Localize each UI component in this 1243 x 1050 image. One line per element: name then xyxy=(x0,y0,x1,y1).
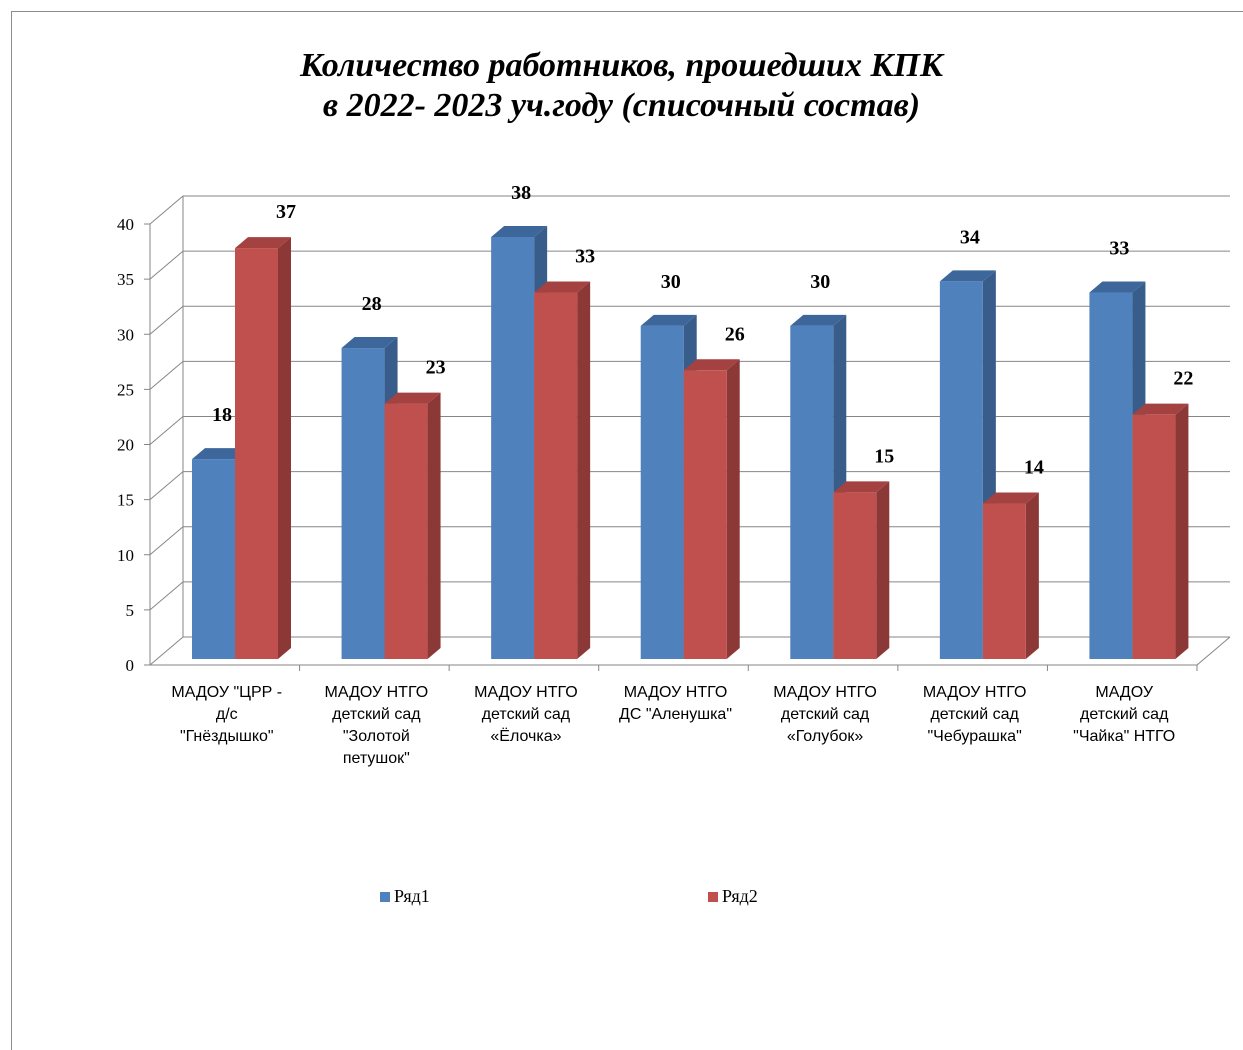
data-label-series-2: 26 xyxy=(725,323,745,345)
bar-top-1 xyxy=(1089,281,1146,293)
data-label-series-2: 14 xyxy=(1024,457,1044,479)
x-tick-label: ДС "Аленушка" xyxy=(619,706,732,723)
bar-top-2 xyxy=(534,281,591,293)
x-tick-label: «Голубок» xyxy=(787,728,864,745)
x-tick-label: МАДОУ НТГО xyxy=(773,684,877,701)
y-tick-label: 40 xyxy=(117,215,134,234)
bar-top-1 xyxy=(640,314,697,326)
x-tick-label: д/с xyxy=(216,706,238,723)
legend-label-series-2: Ряд2 xyxy=(722,886,758,906)
bar-series-1 xyxy=(341,348,385,659)
bar-series-1 xyxy=(1089,292,1133,659)
y-tick-label: 15 xyxy=(117,491,134,510)
data-label-series-2: 22 xyxy=(1173,368,1193,390)
x-tick-label: детский сад xyxy=(781,706,870,723)
gridline-side xyxy=(149,581,184,611)
gridline-side xyxy=(149,471,184,501)
y-tick-label: 0 xyxy=(126,656,135,675)
bar-top-2 xyxy=(1132,403,1189,415)
legend-swatch-series-2 xyxy=(708,891,718,902)
y-tick-label: 35 xyxy=(117,270,134,289)
bar-side-2 xyxy=(876,481,890,659)
bar-series-2 xyxy=(982,503,1026,659)
x-tick-label: "Гнёздышко" xyxy=(180,728,274,745)
bar-top-2 xyxy=(833,481,890,493)
x-tick-label: "Золотой xyxy=(343,728,410,745)
x-tick-label: детский сад xyxy=(930,706,1019,723)
legend-item-series-1: Ряд1 xyxy=(380,886,430,907)
data-label-series-1: 33 xyxy=(1109,238,1129,260)
gridline-side xyxy=(149,250,184,280)
bar-series-1 xyxy=(192,459,235,659)
data-label-series-1: 38 xyxy=(511,182,531,204)
bar-series-1 xyxy=(491,237,535,659)
bar-top-1 xyxy=(939,270,996,282)
y-tick-label: 25 xyxy=(117,380,134,399)
gridline-side xyxy=(149,305,184,335)
bar-side-2 xyxy=(427,392,441,659)
data-label-series-1: 30 xyxy=(661,271,681,293)
bar-series-2 xyxy=(384,403,428,659)
x-tick-label: детский сад xyxy=(482,706,571,723)
data-label-series-1: 18 xyxy=(212,404,232,426)
bar-series-2 xyxy=(683,370,727,659)
x-tick-label: МАДОУ НТГО xyxy=(325,684,429,701)
bar-top-2 xyxy=(235,237,291,249)
x-tick-label: "Чебурашка" xyxy=(928,728,1022,745)
data-label-series-2: 37 xyxy=(276,201,296,223)
bar-top-1 xyxy=(192,448,248,460)
x-tick-label: МАДОУ НТГО xyxy=(624,684,728,701)
legend-swatch-series-1 xyxy=(380,891,390,902)
bar-side-2 xyxy=(1175,403,1189,659)
y-tick-label: 20 xyxy=(117,436,134,455)
y-tick-label: 5 xyxy=(126,601,135,620)
y-tick-label: 30 xyxy=(117,325,134,344)
x-tick-label: МАДОУ НТГО xyxy=(474,684,578,701)
bar-side-2 xyxy=(577,281,591,659)
x-tick-label: петушок" xyxy=(343,750,410,767)
bar-top-2 xyxy=(384,392,441,404)
data-label-series-2: 23 xyxy=(426,357,446,379)
x-tick-label: МАДОУ xyxy=(1095,684,1153,701)
x-tick-label: "Чайка" НТГО xyxy=(1073,728,1175,745)
bar-series-2 xyxy=(534,292,578,659)
bar-side-2 xyxy=(278,237,291,659)
floor-edge xyxy=(1196,636,1231,666)
bar-top-1 xyxy=(491,226,548,237)
bar-series-1 xyxy=(790,325,834,659)
gridline-side xyxy=(149,360,184,390)
chart-title-line-2: в 2022- 2023 уч.году (списочный состав) xyxy=(322,87,921,124)
bar-series-1 xyxy=(640,325,684,659)
x-tick-label: МАДОУ "ЦРР - xyxy=(171,684,282,701)
bar-top-1 xyxy=(790,314,847,326)
data-label-series-2: 15 xyxy=(874,445,894,467)
x-tick-label: детский сад xyxy=(332,706,421,723)
bar-side-2 xyxy=(1025,492,1039,659)
legend-item-series-2: Ряд2 xyxy=(708,886,758,907)
data-label-series-2: 33 xyxy=(575,246,595,268)
bar-top-2 xyxy=(683,359,740,371)
bar-top-2 xyxy=(982,492,1039,504)
gridline-side xyxy=(149,416,184,445)
legend-label-series-1: Ряд1 xyxy=(394,886,430,906)
x-tick-label: детский сад xyxy=(1080,706,1169,723)
bar-top-1 xyxy=(341,337,398,349)
bar-series-2 xyxy=(1132,414,1176,659)
gridline-side xyxy=(149,636,184,666)
data-label-series-1: 34 xyxy=(960,226,980,248)
bar-series-2 xyxy=(833,492,877,659)
bar-side-2 xyxy=(726,359,740,659)
data-label-series-1: 28 xyxy=(362,293,382,315)
y-tick-label: 10 xyxy=(117,546,134,565)
gridline-side xyxy=(149,195,184,225)
chart-title: Количество работников, прошедших КПК в 2… xyxy=(0,46,1243,126)
x-tick-label: МАДОУ НТГО xyxy=(923,684,1027,701)
data-label-series-1: 30 xyxy=(810,271,830,293)
bar-series-2 xyxy=(235,248,278,659)
chart-title-line-1: Количество работников, прошедших КПК xyxy=(299,47,944,84)
bar-series-1 xyxy=(939,281,983,659)
gridline-side xyxy=(149,526,184,556)
x-tick-label: «Ёлочка» xyxy=(490,727,561,745)
